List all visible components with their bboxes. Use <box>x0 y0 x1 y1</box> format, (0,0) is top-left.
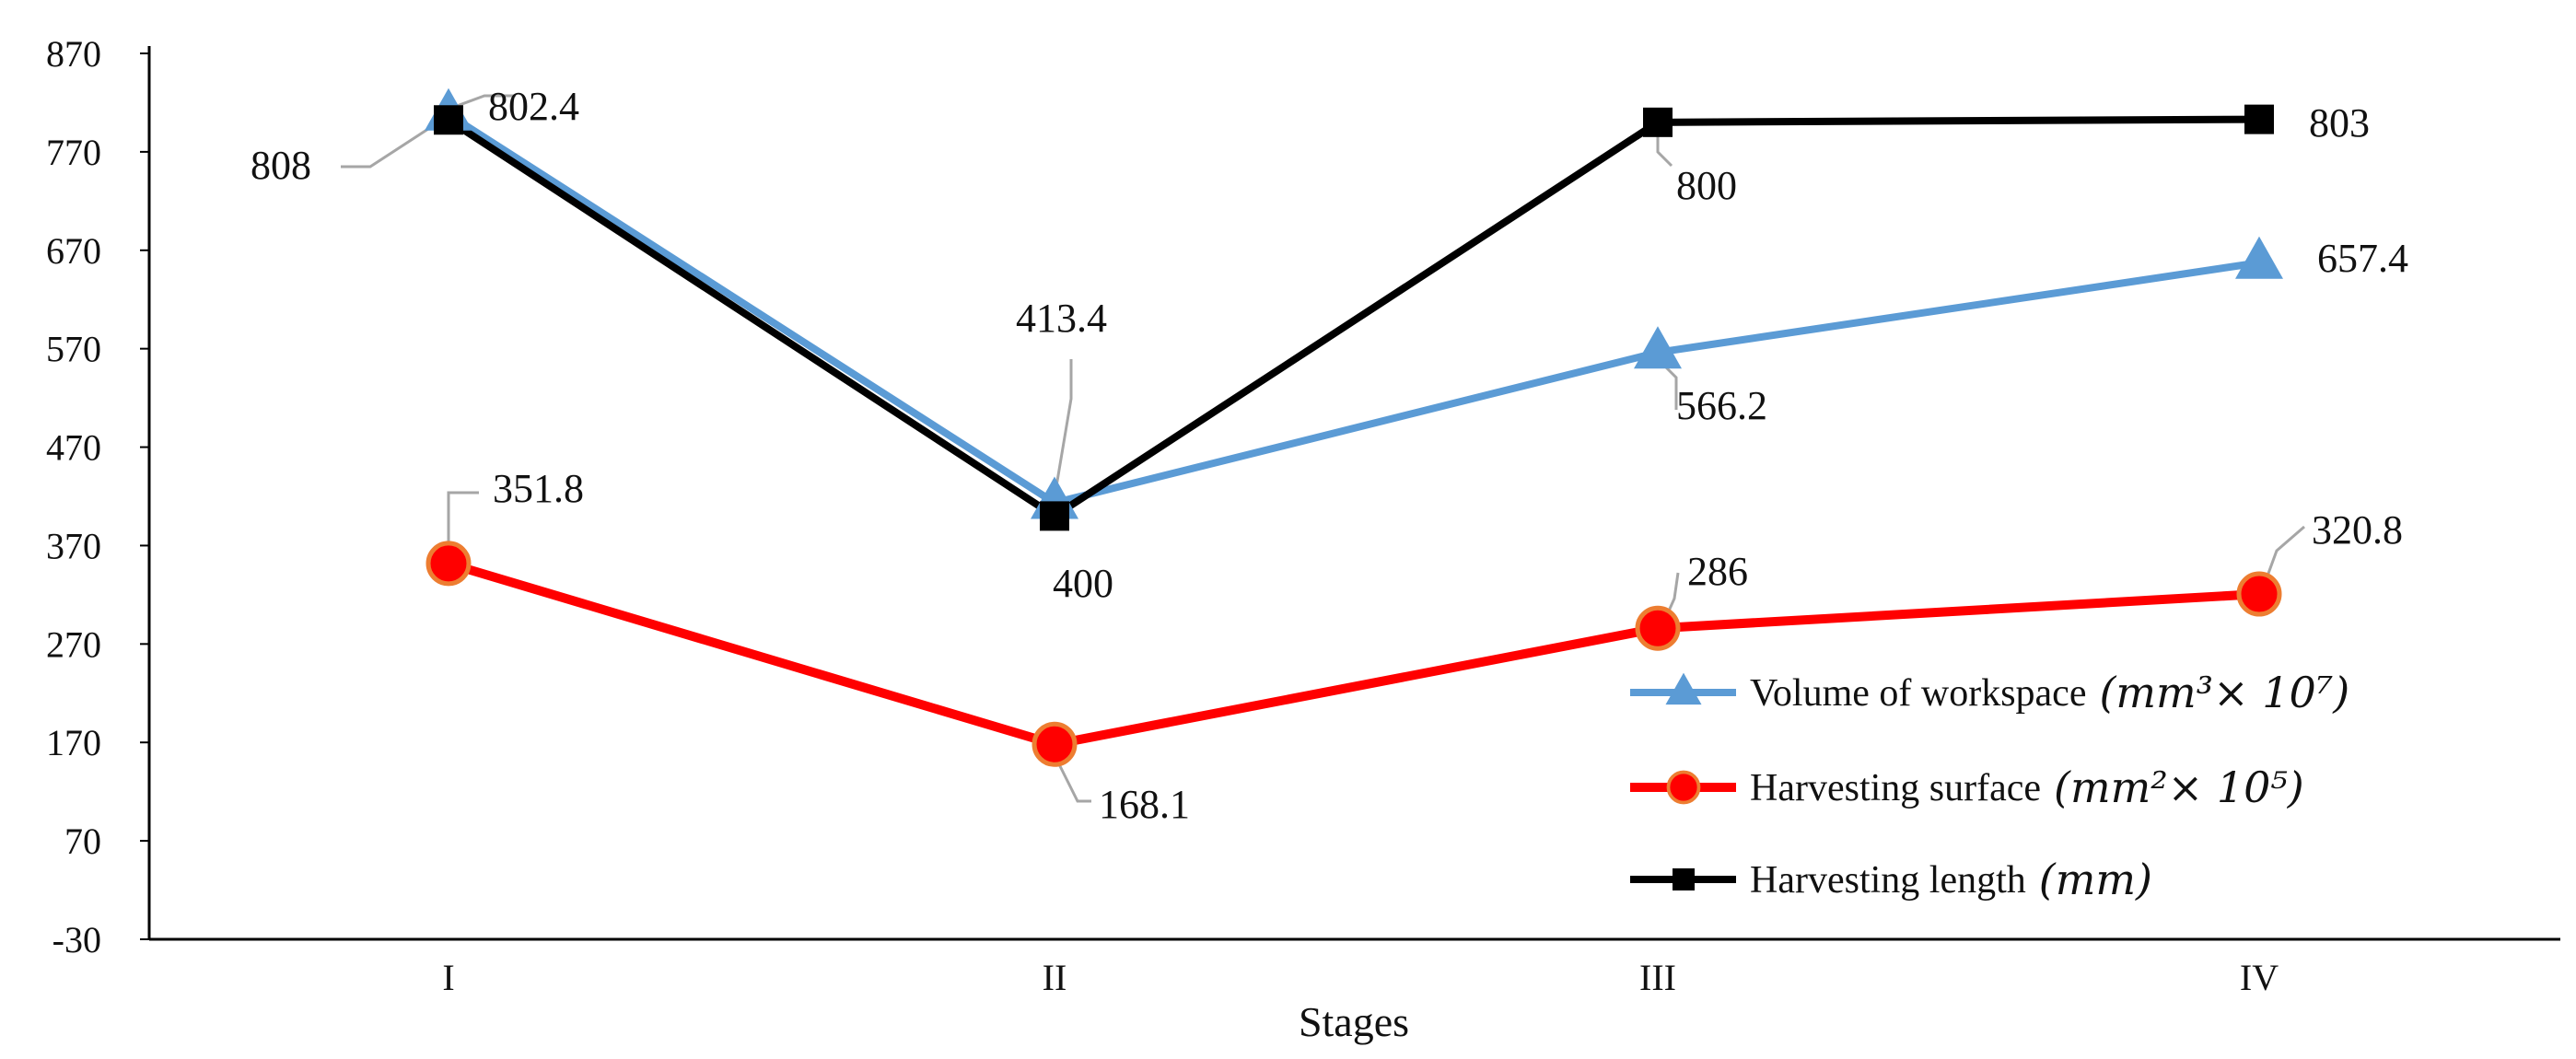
data-label: 286 <box>1687 549 1748 594</box>
y-tick-label: 270 <box>46 623 101 665</box>
series-lines-layer <box>446 111 2260 750</box>
legend-marker-2 <box>1673 868 1695 890</box>
legend-unit: (mm²× 10⁵) <box>2054 762 2304 812</box>
data-point-0-3 <box>2235 236 2283 279</box>
x-axis-title: Stages <box>1299 998 1409 1045</box>
x-tick-label: III <box>1639 957 1676 998</box>
data-label: 657.4 <box>2317 236 2408 281</box>
data-point-2-3 <box>2244 104 2274 134</box>
leader-line <box>1053 359 1073 498</box>
data-point-1-3 <box>2236 571 2282 617</box>
data-point-2-1 <box>1040 501 1069 531</box>
y-tick-label: 470 <box>46 427 101 469</box>
x-tick-label: IV <box>2240 957 2279 998</box>
y-tick-label: -30 <box>52 919 101 960</box>
data-label: 413.4 <box>1016 296 1107 341</box>
data-label: 400 <box>1053 561 1113 606</box>
legend-label: Volume of workspace <box>1750 672 2086 715</box>
data-label: 800 <box>1676 163 1737 208</box>
data-label: 168.1 <box>1099 782 1190 827</box>
legend-marker-1 <box>1666 770 1701 805</box>
data-point-2-2 <box>1643 107 1673 137</box>
legend-unit: (mm) <box>2039 855 2152 904</box>
y-tick-label: 70 <box>64 820 101 862</box>
data-label: 351.8 <box>493 466 584 511</box>
series-line-0 <box>446 111 2260 507</box>
data-point-1-0 <box>425 541 472 587</box>
y-tick-label: 670 <box>46 230 101 272</box>
leader-line <box>341 113 450 169</box>
data-point-0-2 <box>1634 326 1682 369</box>
y-tick-label: 870 <box>46 33 101 75</box>
data-label: 320.8 <box>2312 507 2403 553</box>
x-tick-label: II <box>1043 957 1067 998</box>
data-label: 802.4 <box>488 84 579 129</box>
leader-line <box>449 94 516 111</box>
data-point-1-2 <box>1635 605 1681 651</box>
data-label: 566.2 <box>1676 383 1767 428</box>
series-line-2 <box>446 115 2260 521</box>
y-tick-label: 770 <box>46 132 101 173</box>
legend-label: Harvesting surface <box>1750 767 2041 809</box>
y-tick-label: 370 <box>46 525 101 566</box>
data-label: 803 <box>2309 100 2370 145</box>
legend-unit: (mm³× 10⁷) <box>2099 668 2349 717</box>
data-point-1-1 <box>1032 721 1078 767</box>
y-tick-label: 170 <box>46 722 101 763</box>
x-tick-label: I <box>442 957 454 998</box>
legend: Volume of workspace (mm³× 10⁷) Harvesting … <box>1630 668 2349 904</box>
y-tick-label: 570 <box>46 329 101 370</box>
leader-line <box>1053 754 1091 803</box>
legend-label: Harvesting length <box>1750 859 2026 902</box>
data-labels-layer: 808 802.4 413.4 400 566.2 800 657.4 803 351.8 168… <box>251 84 2408 827</box>
legend-marker-0 <box>1665 672 1702 705</box>
data-label: 808 <box>251 143 311 188</box>
series-line-1 <box>447 559 2260 750</box>
markers-layer <box>425 87 2283 767</box>
data-point-2-0 <box>434 105 463 135</box>
